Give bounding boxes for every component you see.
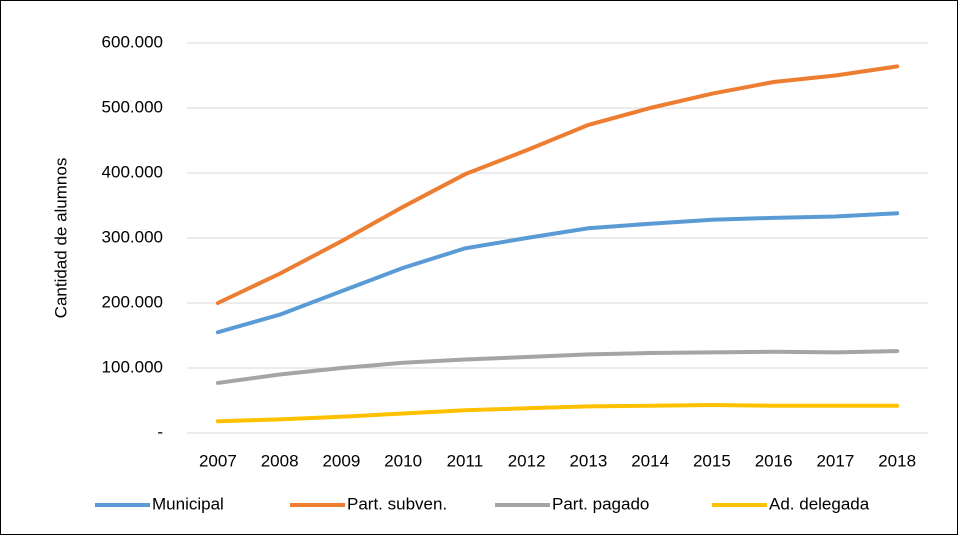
y-tick-label: 200.000 [102, 292, 163, 311]
x-tick-label: 2013 [569, 451, 607, 470]
line-series [215, 64, 900, 305]
y-tick-label: 600.000 [102, 32, 163, 51]
y-tick-label: - [157, 422, 163, 441]
x-tick-label: 2016 [755, 451, 793, 470]
x-tick-label: 2015 [693, 451, 731, 470]
legend-label: Part. subven. [347, 494, 447, 513]
legend-label: Ad. delegada [769, 494, 870, 513]
line-series [215, 211, 900, 335]
y-tick-label: 100.000 [102, 357, 163, 376]
y-axis-label: Cantidad de alumnos [51, 158, 70, 319]
x-tick-label: 2011 [447, 451, 484, 470]
x-tick-label: 2008 [261, 451, 299, 470]
legend-label: Part. pagado [552, 494, 649, 513]
x-tick-label: 2007 [199, 451, 237, 470]
y-tick-label: 300.000 [102, 227, 163, 246]
x-tick-label: 2018 [878, 451, 916, 470]
y-tick-label: 500.000 [102, 97, 163, 116]
x-tick-label: 2017 [816, 451, 854, 470]
y-tick-label: 400.000 [102, 162, 163, 181]
x-tick-label: 2014 [631, 451, 669, 470]
x-tick-label: 2010 [384, 451, 422, 470]
line-series [215, 403, 900, 424]
legend-label: Municipal [152, 494, 224, 513]
x-tick-label: 2012 [508, 451, 546, 470]
x-tick-label: 2009 [322, 451, 360, 470]
line-series [215, 349, 900, 385]
